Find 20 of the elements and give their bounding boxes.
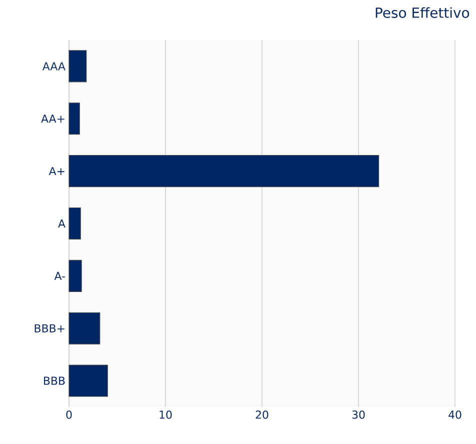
bar <box>68 364 108 397</box>
x-tick-label: 10 <box>160 410 172 419</box>
x-tick-label: 40 <box>448 410 462 419</box>
bar <box>68 312 100 344</box>
x-tick-label: 30 <box>352 410 365 419</box>
y-tick-label: A- <box>54 272 65 280</box>
y-tick-label: A+ <box>48 167 64 176</box>
bar <box>68 50 87 82</box>
y-tick-label: A <box>58 220 66 228</box>
chart-title: Peso Effettivo <box>376 7 470 18</box>
y-tick-label: AAA <box>42 62 66 70</box>
bar <box>68 155 380 188</box>
y-tick-label: BBB+ <box>34 324 64 332</box>
x-tick-label: 20 <box>256 410 268 419</box>
y-tick-label: AA+ <box>41 114 64 123</box>
bar <box>68 207 81 240</box>
bar <box>68 102 80 135</box>
bar <box>68 260 82 292</box>
y-tick-label: BBB <box>44 376 65 385</box>
x-tick-label: 0 <box>66 410 72 419</box>
